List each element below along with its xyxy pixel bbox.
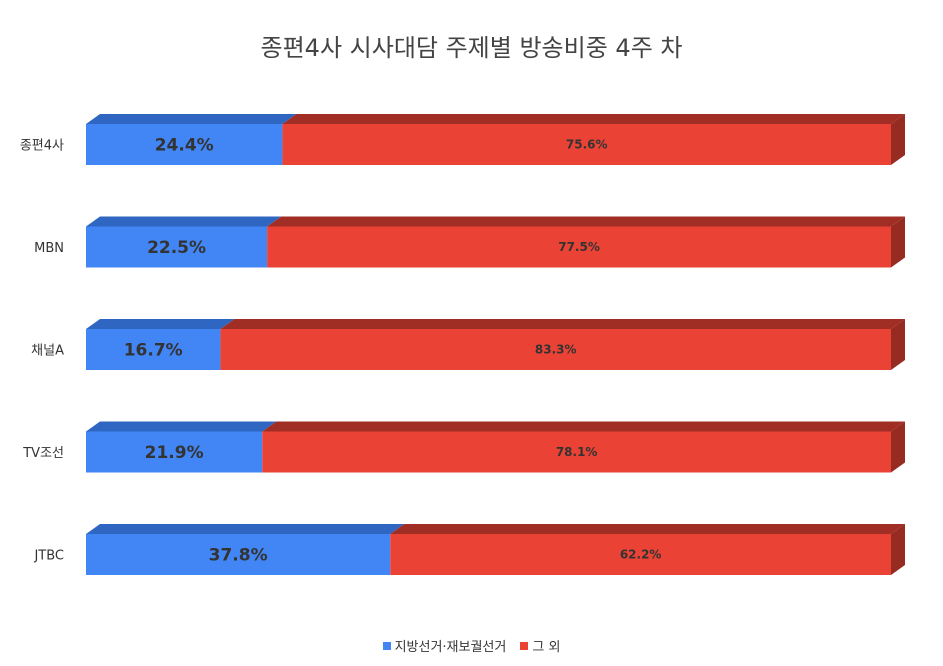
bar-segment xyxy=(86,431,263,473)
category-label: 채널A xyxy=(31,344,64,359)
data-label: 16.7% xyxy=(124,341,183,361)
data-label: 77.5% xyxy=(558,240,600,254)
bar-top-face xyxy=(86,421,277,432)
bar-top-face xyxy=(86,524,405,534)
bar-side-face xyxy=(891,524,905,575)
bar-segment xyxy=(86,534,391,575)
data-label: 37.8% xyxy=(209,546,268,566)
bar-segment xyxy=(262,431,891,473)
data-label: 62.2% xyxy=(620,548,662,562)
bar-segment xyxy=(86,329,221,370)
bar-side-face xyxy=(891,114,905,165)
bar-segment xyxy=(220,329,891,370)
data-label: 75.6% xyxy=(566,138,608,152)
category-label: TV조선 xyxy=(22,446,64,461)
data-label: 22.5% xyxy=(147,238,206,258)
data-label: 24.4% xyxy=(155,136,214,156)
bar-top-face xyxy=(86,319,235,329)
bar-side-face xyxy=(891,216,905,268)
bar-side-face xyxy=(891,319,905,370)
bar-top-face xyxy=(86,114,297,124)
chart-legend: 지방선거·재보궐선거 그 외 xyxy=(0,636,943,655)
bar-segment xyxy=(282,124,891,165)
bar-segment xyxy=(86,124,283,165)
data-label: 21.9% xyxy=(145,443,204,463)
bar-segment xyxy=(390,534,891,575)
legend-swatch-series-2 xyxy=(520,641,529,650)
bar-segment xyxy=(86,226,268,268)
bar-top-face xyxy=(220,319,905,329)
bar-top-face xyxy=(390,524,905,534)
legend-label-series-1: 지방선거·재보궐선거 xyxy=(394,640,507,655)
bar-top-face xyxy=(267,216,905,227)
data-label: 83.3% xyxy=(535,343,577,357)
category-label: 종편4사 xyxy=(20,139,64,154)
data-label: 78.1% xyxy=(556,445,598,459)
bar-top-face xyxy=(262,421,905,432)
bar-top-face xyxy=(86,216,282,227)
chart-title: 종편4사 시사대담 주제별 방송비중 4주 차 xyxy=(260,34,683,62)
legend-item-series-2: 그 외 xyxy=(520,636,560,655)
bar-side-face xyxy=(891,421,905,473)
bar-segment xyxy=(267,226,891,268)
legend-swatch-series-1 xyxy=(382,641,391,650)
legend-label-series-2: 그 외 xyxy=(532,640,561,655)
bar-top-face xyxy=(282,114,905,124)
category-label: JTBC xyxy=(33,549,64,564)
category-label: MBN xyxy=(34,241,64,256)
legend-item-series-1: 지방선거·재보궐선거 xyxy=(382,636,507,655)
